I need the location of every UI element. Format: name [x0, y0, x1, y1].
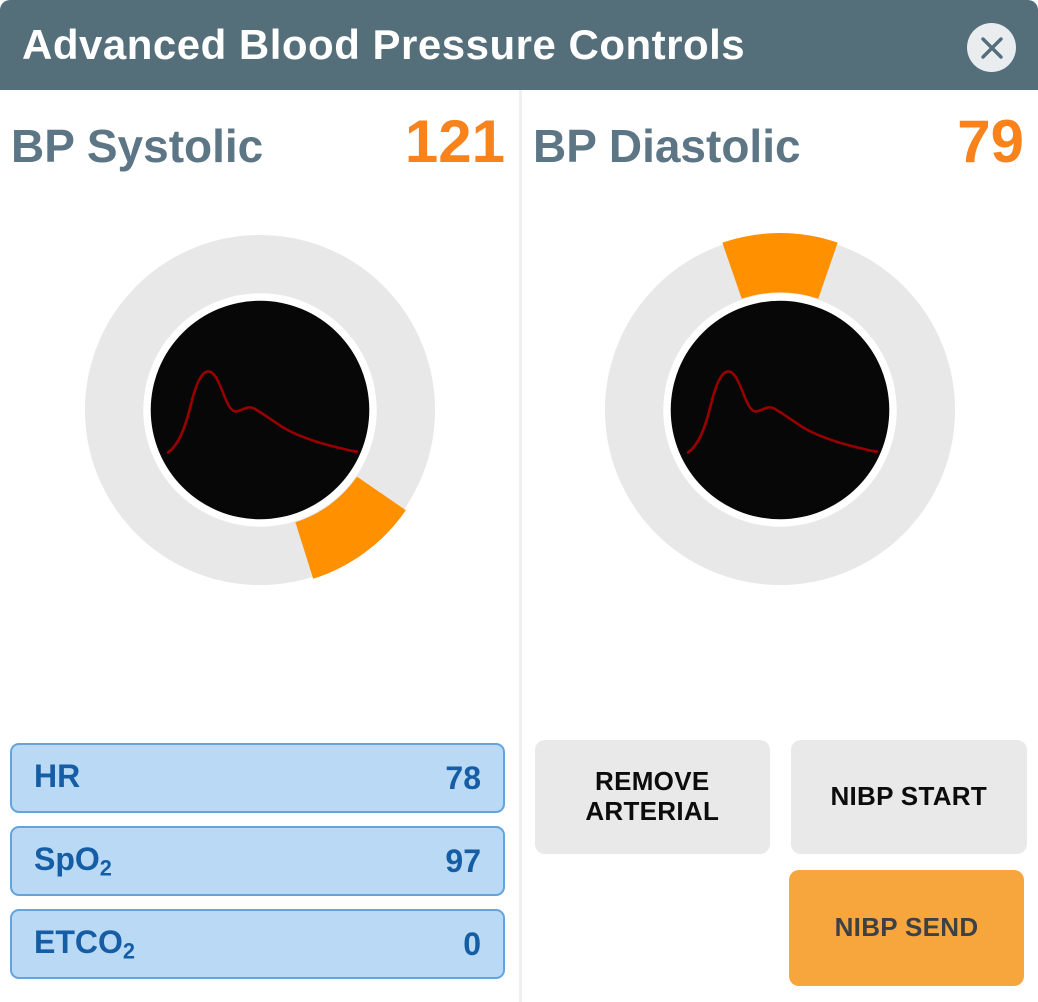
- remove-arterial-button[interactable]: REMOVE ARTERIAL: [535, 740, 770, 854]
- nibp-send-button[interactable]: NIBP SEND: [789, 870, 1024, 986]
- vital-value: 0: [463, 925, 481, 962]
- systolic-value: 121: [404, 108, 505, 175]
- vital-label: HR: [34, 757, 81, 794]
- title-bar: Advanced Blood Pressure Controls: [0, 0, 1038, 90]
- diastolic-dial-area: [522, 232, 1038, 588]
- close-button[interactable]: [967, 23, 1016, 72]
- systolic-panel: BP Systolic 121 HR 78 SpO2 97 ETCO2 0: [0, 90, 519, 1002]
- close-icon: [980, 36, 1003, 59]
- bp-diastolic-dial[interactable]: [602, 232, 958, 588]
- page-title: Advanced Blood Pressure Controls: [22, 21, 746, 68]
- nibp-send-row: NIBP SEND: [522, 870, 1038, 986]
- nibp-button-row: REMOVE ARTERIAL NIBP START: [522, 740, 1038, 854]
- diastolic-value: 79: [957, 108, 1024, 175]
- diastolic-label: BP Diastolic: [533, 120, 801, 172]
- vital-row-hr[interactable]: HR 78: [10, 743, 505, 813]
- dial-scope: [150, 300, 369, 520]
- dialog-body: BP Systolic 121 HR 78 SpO2 97 ETCO2 0: [0, 90, 1038, 1002]
- bp-systolic-dial[interactable]: [82, 232, 438, 588]
- dial-wedge-indicator: [722, 233, 838, 299]
- dial-ring: [84, 234, 435, 586]
- nibp-start-button[interactable]: NIBP START: [790, 740, 1027, 854]
- vital-label: SpO2: [34, 840, 112, 881]
- vital-label: ETCO2: [34, 923, 135, 964]
- systolic-label: BP Systolic: [11, 120, 264, 172]
- dial-wedge-indicator: [294, 476, 406, 579]
- diastolic-header: BP Diastolic 79: [522, 108, 1038, 175]
- vital-value: 78: [445, 759, 481, 796]
- arterial-waveform: [686, 370, 879, 454]
- vitals-list: HR 78 SpO2 97 ETCO2 0: [0, 743, 519, 979]
- systolic-header: BP Systolic 121: [0, 108, 519, 175]
- systolic-dial-area: [0, 232, 519, 588]
- diastolic-panel: BP Diastolic 79 REMOVE ARTERIAL NIBP STA…: [519, 90, 1038, 1002]
- vital-row-spo2[interactable]: SpO2 97: [10, 826, 505, 896]
- dial-scope: [670, 300, 890, 520]
- vital-value: 97: [445, 842, 481, 879]
- arterial-waveform: [166, 370, 358, 454]
- vital-row-etco2[interactable]: ETCO2 0: [10, 909, 505, 979]
